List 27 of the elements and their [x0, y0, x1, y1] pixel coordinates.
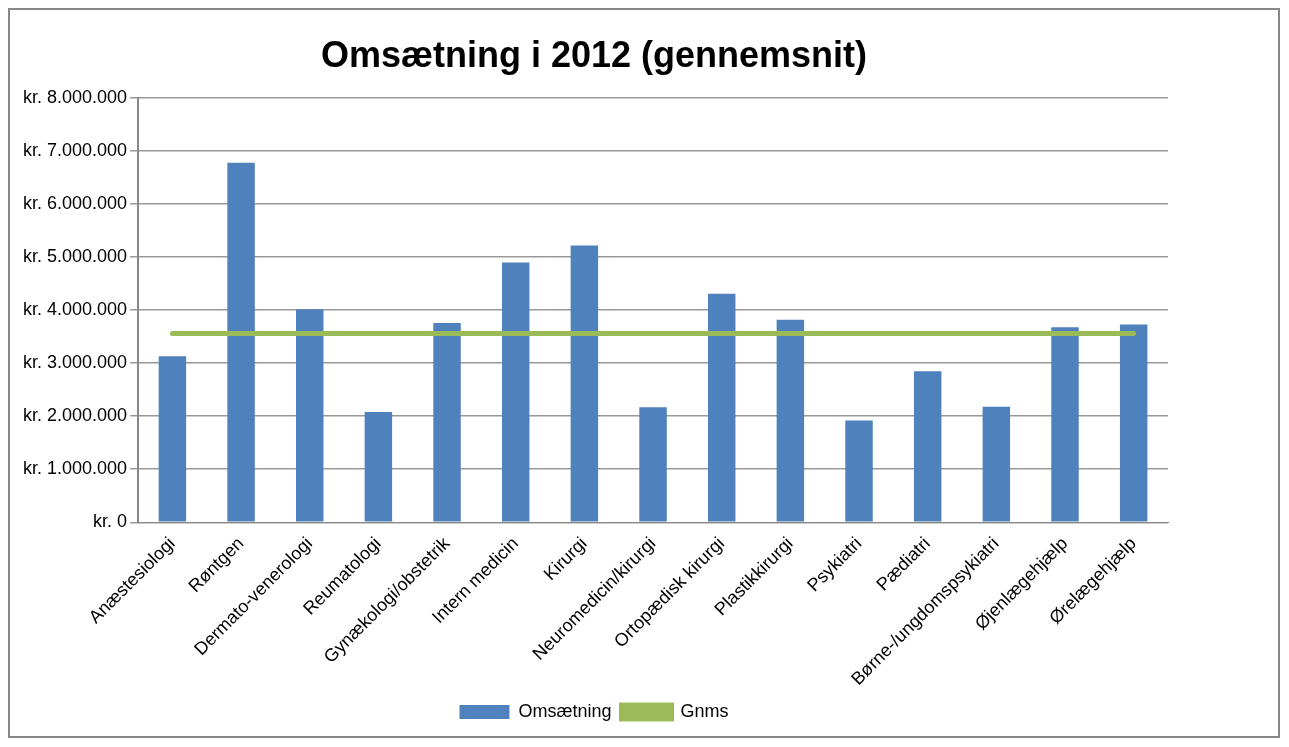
bar	[296, 309, 324, 522]
bar	[364, 412, 393, 522]
bar	[913, 371, 942, 522]
legend-label: Omsætning	[518, 700, 612, 721]
bar	[1119, 324, 1148, 522]
y-tick-label: kr. 1.000.000	[22, 458, 128, 479]
bar	[227, 162, 255, 522]
bar	[707, 293, 736, 522]
y-tick-label: kr. 2.000.000	[22, 405, 128, 426]
y-tick-label: kr. 5.000.000	[22, 246, 128, 267]
bar	[433, 322, 461, 522]
bar	[158, 356, 187, 522]
y-tick-label: kr. 6.000.000	[22, 193, 128, 214]
y-tick-label: kr. 8.000.000	[22, 87, 128, 108]
y-tick-label: kr. 7.000.000	[22, 140, 128, 161]
bar	[1051, 327, 1079, 522]
bar	[776, 319, 805, 522]
bar	[845, 420, 873, 522]
bar	[639, 407, 667, 522]
bar	[501, 262, 530, 522]
y-tick-label: kr. 0	[93, 511, 128, 532]
chart-title: Omsætning i 2012 (gennemsnit)	[320, 33, 868, 75]
y-tick-label: kr. 3.000.000	[22, 352, 128, 373]
legend-label: Gnms	[680, 700, 729, 721]
bar	[570, 245, 599, 522]
y-tick-label: kr. 4.000.000	[22, 299, 128, 320]
bar	[982, 406, 1011, 522]
